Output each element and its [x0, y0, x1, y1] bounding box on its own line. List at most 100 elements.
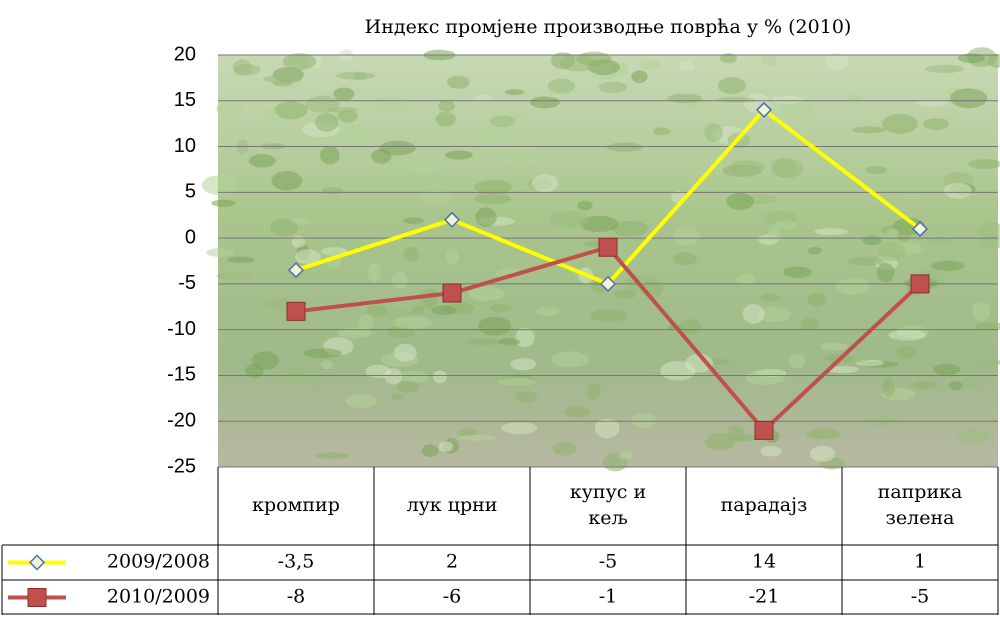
foliage: [672, 252, 698, 266]
foliage: [271, 171, 303, 191]
foliage: [590, 308, 628, 323]
table-value: 1: [914, 551, 926, 573]
foliage: [226, 256, 255, 263]
foliage: [807, 246, 822, 255]
foliage: [201, 175, 238, 195]
foliage: [672, 226, 700, 246]
foliage: [248, 154, 276, 168]
foliage: [800, 317, 820, 331]
foliage: [851, 126, 886, 134]
foliage: [551, 351, 590, 368]
foliage: [590, 72, 617, 80]
foliage: [390, 393, 404, 401]
foliage: [745, 370, 785, 386]
foliage: [968, 159, 1000, 170]
foliage: [611, 221, 649, 237]
foliage: [862, 236, 882, 246]
category-label: кромпир: [252, 494, 340, 516]
marker: [755, 101, 773, 118]
foliage: [783, 266, 813, 278]
foliage: [206, 248, 235, 257]
foliage: [320, 145, 340, 165]
foliage: [371, 148, 392, 164]
foliage: [477, 126, 505, 146]
foliage: [631, 413, 657, 429]
foliage: [478, 316, 512, 336]
foliage: [216, 272, 253, 281]
foliage: [925, 64, 965, 74]
foliage: [370, 96, 410, 112]
foliage: [814, 228, 848, 236]
foliage: [547, 78, 576, 94]
foliage: [606, 142, 643, 152]
foliage: [501, 422, 538, 435]
foliage: [435, 111, 456, 127]
foliage: [976, 236, 1000, 250]
marker: [442, 283, 462, 303]
foliage: [282, 53, 317, 70]
foliage: [847, 256, 885, 266]
foliage: [322, 186, 344, 195]
foliage: [365, 364, 392, 378]
foliage: [729, 434, 763, 442]
foliage: [618, 451, 634, 460]
table-value: -5: [911, 586, 930, 608]
foliage: [515, 391, 538, 403]
foliage: [399, 370, 429, 383]
table-value: -3,5: [278, 551, 315, 573]
foliage: [489, 115, 516, 128]
table-value: 2: [446, 551, 458, 573]
foliage: [876, 262, 895, 282]
legend-marker: [27, 588, 47, 607]
foliage: [957, 53, 985, 63]
foliage: [303, 348, 343, 359]
foliage: [639, 60, 662, 70]
foliage: [680, 319, 702, 336]
foliage: [717, 77, 746, 95]
marker: [754, 420, 774, 440]
foliage: [564, 405, 591, 418]
foliage: [490, 304, 512, 313]
foliage: [767, 226, 781, 244]
y-tick-label: 0: [185, 226, 196, 248]
marker: [443, 211, 461, 228]
foliage: [895, 346, 918, 359]
foliage: [352, 72, 369, 81]
foliage: [774, 220, 796, 229]
foliage: [234, 64, 261, 76]
foliage: [397, 380, 420, 393]
foliage: [598, 81, 628, 94]
foliage: [283, 367, 307, 385]
foliage: [667, 93, 703, 104]
foliage: [757, 306, 792, 323]
marker: [599, 275, 617, 292]
foliage: [901, 193, 921, 201]
foliage: [576, 51, 612, 67]
y-tick-label: -5: [178, 272, 196, 294]
marker: [910, 274, 930, 294]
foliage: [807, 292, 827, 307]
plot-background: [201, 47, 1000, 472]
y-tick-label: 5: [185, 181, 196, 203]
table-value: -8: [287, 586, 306, 608]
foliage: [943, 182, 972, 199]
foliage: [736, 273, 756, 285]
foliage: [809, 445, 836, 462]
foliage: [402, 217, 425, 224]
foliage: [263, 75, 303, 84]
y-tick-label: 10: [174, 135, 196, 157]
foliage: [943, 114, 961, 121]
foliage: [760, 445, 782, 457]
foliage: [314, 452, 350, 460]
table-value: -21: [749, 586, 780, 608]
foliage: [447, 75, 470, 89]
foliage: [305, 378, 326, 385]
foliage: [392, 316, 433, 330]
foliage: [531, 174, 559, 193]
foliage: [922, 118, 950, 130]
table-value: -1: [599, 586, 618, 608]
foliage: [770, 95, 805, 104]
foliage: [972, 359, 1000, 366]
category-label: лук црни: [407, 494, 498, 516]
